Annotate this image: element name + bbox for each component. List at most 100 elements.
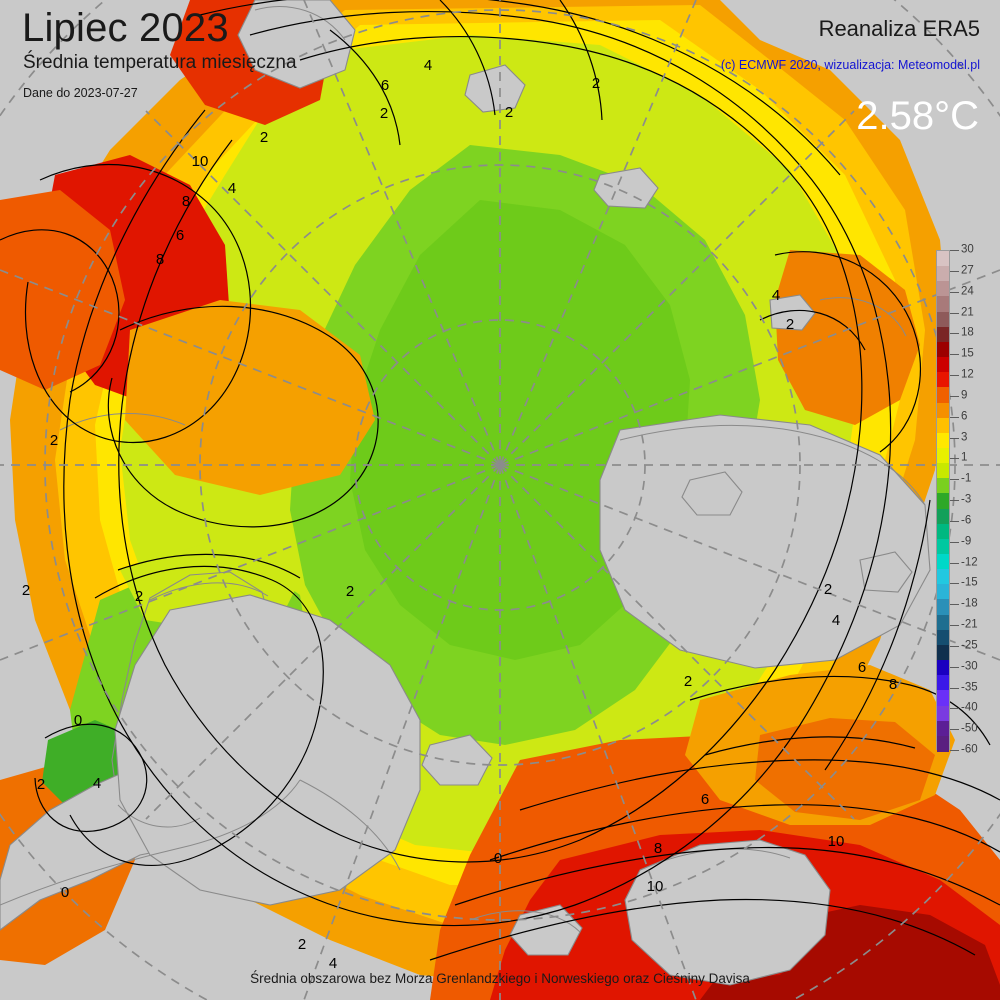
colorbar-segment xyxy=(937,508,949,525)
land-island-4 xyxy=(769,294,816,331)
colorbar-tick-label: 27 xyxy=(961,264,974,277)
colorbar-segment xyxy=(937,660,949,676)
contour-label: 2 xyxy=(786,316,794,333)
colorbar-segment xyxy=(937,599,949,616)
colorbar-tick xyxy=(950,500,959,501)
colorbar-segment xyxy=(937,735,949,752)
colorbar-tick xyxy=(950,666,959,668)
contour-label: 2 xyxy=(260,129,268,146)
temp-region-atlantic-darkred xyxy=(700,905,1000,1000)
land-scandinavia xyxy=(624,839,831,986)
contour-label: 10 xyxy=(192,153,209,170)
colorbar-tick xyxy=(950,750,959,751)
colorbar-tick-label: 12 xyxy=(961,368,974,381)
colorbar-tick-label: 9 xyxy=(961,389,968,402)
contour-label: 4 xyxy=(228,180,236,197)
colorbar-segment xyxy=(937,493,949,510)
contour-label: 6 xyxy=(176,227,184,244)
colorbar-segment xyxy=(937,629,949,646)
colorbar-segment xyxy=(937,387,949,404)
colorbar-segment xyxy=(937,311,949,328)
colorbar-tick xyxy=(950,645,959,647)
colorbar-tick-label: -18 xyxy=(961,597,978,610)
colorbar-tick xyxy=(950,520,959,522)
contour-label: 6 xyxy=(858,659,866,676)
colorbar-tick-label: -3 xyxy=(961,493,972,506)
contour-label: 10 xyxy=(828,833,845,850)
colorbar-tick-label: 6 xyxy=(961,409,968,422)
contour-label: 6 xyxy=(381,77,389,94)
temp-region-barents-warm xyxy=(755,718,935,820)
mean-temperature-value: 2.58°C xyxy=(856,94,979,138)
contour-label: 4 xyxy=(832,612,840,629)
contour-label: 8 xyxy=(156,251,164,268)
colorbar-segment xyxy=(937,584,949,601)
colorbar-segment xyxy=(937,447,949,464)
colorbar-tick-label: 15 xyxy=(961,347,974,360)
colorbar-tick xyxy=(950,562,959,564)
colorbar-tick xyxy=(950,250,959,251)
colorbar-tick xyxy=(950,395,959,397)
colorbar-tick xyxy=(950,604,959,606)
colorbar-tick-label: 1 xyxy=(961,451,968,464)
colorbar-tick xyxy=(950,625,959,626)
colorbar-tick-label: 21 xyxy=(961,305,974,318)
colorbar-segment xyxy=(937,402,949,419)
page-title: Lipiec 2023 xyxy=(22,6,229,50)
colorbar-segment xyxy=(937,523,949,540)
colorbar-tick xyxy=(950,479,959,481)
contour-label: 2 xyxy=(50,432,58,449)
contour-label: 2 xyxy=(684,673,692,690)
colorbar-tick xyxy=(950,291,959,293)
colorbar-tick xyxy=(950,708,959,710)
contour-label: 2 xyxy=(505,104,513,121)
colorbar-gradient-bar xyxy=(936,250,950,752)
colorbar-segment xyxy=(937,614,949,631)
temp-region-canada-mid xyxy=(125,300,375,495)
model-name-label: Reanaliza ERA5 xyxy=(818,16,980,41)
contour-label: 8 xyxy=(654,840,662,857)
colorbar-segment xyxy=(937,675,949,691)
map-caption: Średnia obszarowa bez Morza Grenlandzkie… xyxy=(250,971,750,986)
contour-label: 2 xyxy=(22,582,30,599)
colorbar-tick-label: 18 xyxy=(961,326,974,339)
colorbar-tick-label: -30 xyxy=(961,659,978,672)
colorbar-segment xyxy=(937,690,949,707)
land-arctic-mainland xyxy=(114,594,421,906)
land-island-1 xyxy=(464,64,526,113)
landmasses xyxy=(0,0,931,986)
colorbar-segment xyxy=(937,538,949,555)
colorbar-tick-label: -21 xyxy=(961,618,978,631)
contour-label: 2 xyxy=(380,105,388,122)
colorbar-tick xyxy=(950,312,959,314)
credit-link[interactable]: (c) ECMWF 2020, wizualizacja: Meteomodel… xyxy=(720,58,980,72)
colorbar-tick-label: -60 xyxy=(961,743,978,756)
colorbar-tick xyxy=(950,270,959,272)
contour-label: 4 xyxy=(772,287,780,304)
contour-label: 8 xyxy=(182,193,190,210)
colorbar-segment xyxy=(937,432,949,449)
colorbar-segment xyxy=(937,357,949,373)
temp-region-siberia xyxy=(775,250,920,425)
contour-label: 0 xyxy=(74,712,82,729)
colorbar-segment xyxy=(937,417,949,434)
contour-label: 0 xyxy=(494,850,502,867)
land-island-2 xyxy=(593,167,659,209)
land-island-6 xyxy=(421,734,493,786)
colorbar-tick-label: 24 xyxy=(961,284,974,297)
colorbar-tick xyxy=(950,729,959,731)
temp-region-canada-hot2 xyxy=(0,190,125,390)
colorbar-tick xyxy=(950,541,959,543)
colorbar-tick-label: -25 xyxy=(961,639,978,652)
temperature-colorbar[interactable]: 30 27 24 21 18 15 12 9 6 3 1 -1 -3 -6 -9 -12 -15 -18 -21 -2… xyxy=(936,244,998,755)
contour-label: 4 xyxy=(329,955,337,972)
colorbar-tick-label: -6 xyxy=(961,514,972,527)
colorbar-tick-label: -9 xyxy=(961,534,972,547)
colorbar-segment xyxy=(937,266,949,282)
colorbar-tick xyxy=(950,583,959,585)
